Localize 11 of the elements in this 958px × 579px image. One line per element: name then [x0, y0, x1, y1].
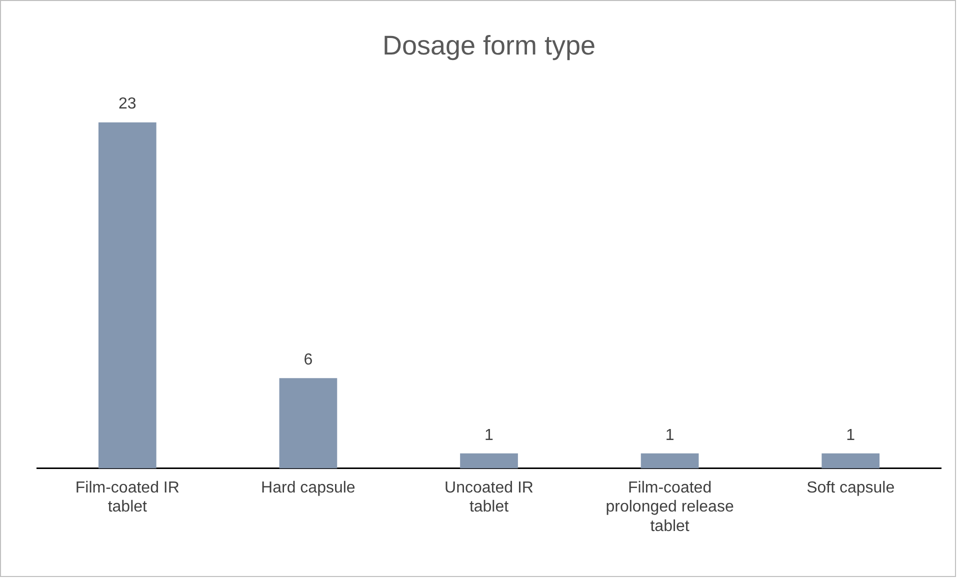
data-label: 6 [304, 352, 313, 369]
x-tick-label: Film-coated prolonged release tablet [606, 479, 734, 535]
data-label: 1 [665, 426, 674, 444]
data-label: 1 [846, 426, 856, 444]
x-tick-label: Soft capsule [806, 479, 895, 496]
x-tick-label: Hard capsule [261, 479, 356, 496]
x-tick-label: Uncoated IR tablet [444, 479, 534, 516]
chart-title: Dosage form type [382, 30, 596, 61]
data-label: 23 [118, 96, 136, 113]
data-label: 1 [484, 426, 494, 444]
x-tick-label: Film-coated IR tablet [75, 479, 180, 516]
